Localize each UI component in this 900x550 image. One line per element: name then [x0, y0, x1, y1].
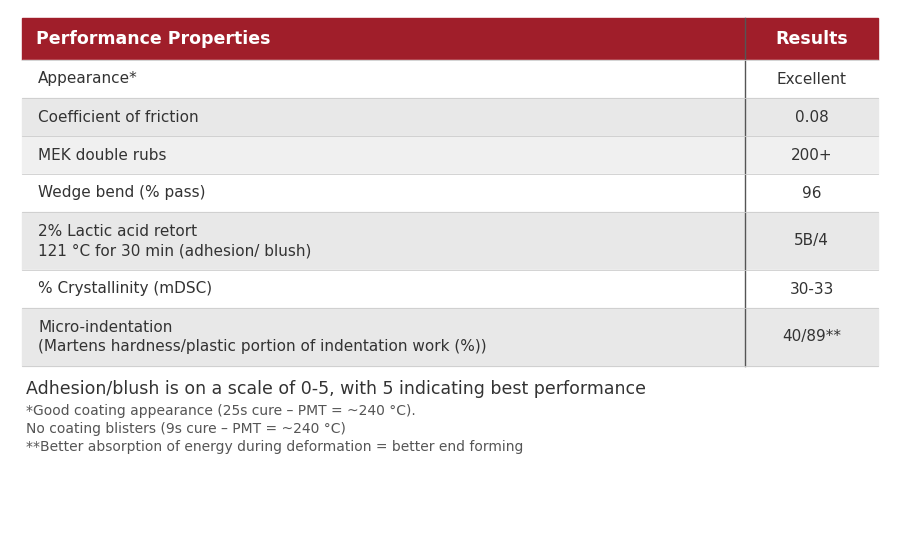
- Text: MEK double rubs: MEK double rubs: [38, 147, 166, 162]
- Text: 40/89**: 40/89**: [782, 329, 842, 344]
- Bar: [22, 98, 745, 136]
- Text: 30-33: 30-33: [789, 282, 833, 296]
- Bar: [745, 98, 878, 136]
- Bar: [22, 60, 745, 98]
- Text: 5B/4: 5B/4: [794, 234, 829, 249]
- Bar: [22, 270, 745, 308]
- Bar: [745, 60, 878, 98]
- Text: Results: Results: [775, 30, 848, 48]
- Text: Performance Properties: Performance Properties: [36, 30, 271, 48]
- Text: Adhesion/blush is on a scale of 0-5, with 5 indicating best performance: Adhesion/blush is on a scale of 0-5, wit…: [26, 380, 646, 398]
- Bar: [22, 174, 745, 212]
- Bar: [745, 212, 878, 270]
- Bar: [22, 18, 745, 60]
- Text: Excellent: Excellent: [777, 72, 847, 86]
- Text: Appearance*: Appearance*: [38, 72, 138, 86]
- Text: *Good coating appearance (25s cure – PMT = ~240 °C).
No coating blisters (9s cur: *Good coating appearance (25s cure – PMT…: [26, 404, 416, 436]
- Bar: [745, 174, 878, 212]
- Text: **Better absorption of energy during deformation = better end forming: **Better absorption of energy during def…: [26, 440, 524, 454]
- Bar: [745, 270, 878, 308]
- Bar: [745, 308, 878, 366]
- Bar: [745, 136, 878, 174]
- Bar: [22, 136, 745, 174]
- Bar: [745, 18, 878, 60]
- Bar: [22, 308, 745, 366]
- Text: Micro-indentation
(Martens hardness/plastic portion of indentation work (%)): Micro-indentation (Martens hardness/plas…: [38, 320, 487, 354]
- Text: 2% Lactic acid retort
121 °C for 30 min (adhesion/ blush): 2% Lactic acid retort 121 °C for 30 min …: [38, 224, 311, 258]
- Text: 96: 96: [802, 185, 822, 201]
- Text: Coefficient of friction: Coefficient of friction: [38, 109, 199, 124]
- Text: 0.08: 0.08: [795, 109, 829, 124]
- Text: 200+: 200+: [791, 147, 832, 162]
- Bar: [22, 212, 745, 270]
- Text: % Crystallinity (mDSC): % Crystallinity (mDSC): [38, 282, 212, 296]
- Text: Wedge bend (% pass): Wedge bend (% pass): [38, 185, 205, 201]
